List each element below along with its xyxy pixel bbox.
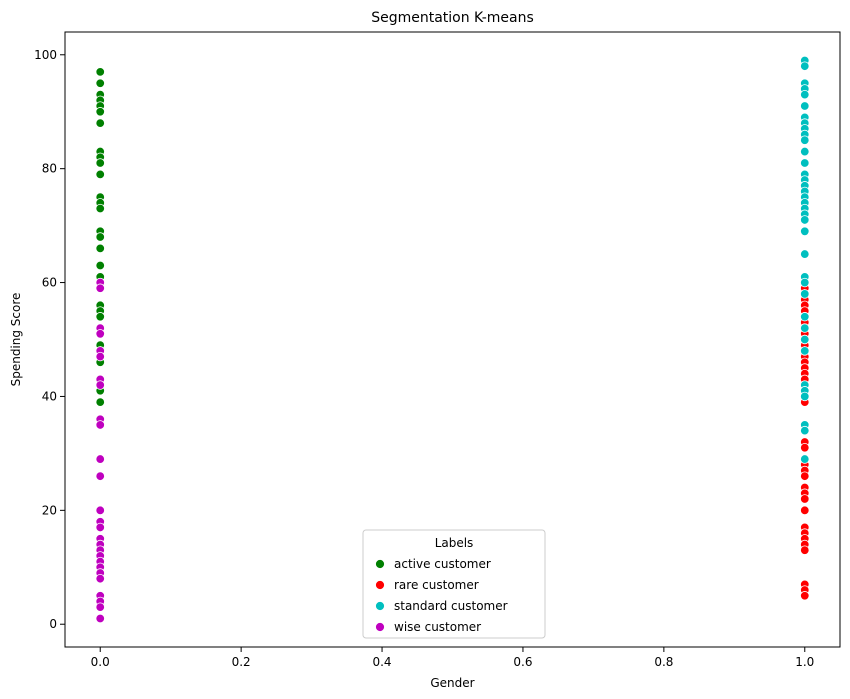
legend-marker-active-customer [375, 559, 385, 569]
data-point-rare-customer-25 [800, 471, 810, 481]
data-point-wise-customer-22 [95, 573, 105, 584]
legend-title: Labels [435, 536, 474, 550]
data-point-wise-customer-26 [95, 613, 105, 624]
y-axis-label: Spending Score [9, 293, 23, 387]
data-point-wise-customer-25 [95, 602, 105, 612]
data-point-active-customer-15 [95, 232, 105, 242]
data-point-standard-customer-30 [800, 346, 810, 356]
y-tick-label-2: 40 [42, 389, 57, 403]
legend-marker-wise-customer [375, 622, 385, 632]
data-point-standard-customer-25 [800, 277, 810, 288]
data-point-wise-customer-10 [95, 454, 105, 464]
y-tick-label-0: 0 [49, 617, 57, 631]
data-point-rare-customer-37 [800, 591, 810, 601]
x-axis-label: Gender [430, 676, 474, 690]
chart-title: Segmentation K-means [371, 10, 534, 26]
data-point-standard-customer-11 [800, 146, 810, 157]
data-point-active-customer-22 [95, 312, 105, 322]
x-axis-ticks: 0.0 0.2 0.4 0.6 0.8 1.0 [91, 647, 814, 669]
legend-label-wise-customer: wise customer [394, 620, 481, 634]
data-points [95, 55, 810, 624]
data-point-wise-customer-11 [95, 471, 105, 481]
data-point-rare-customer-29 [800, 505, 810, 516]
legend-label-rare-customer: rare customer [394, 578, 479, 592]
data-point-active-customer-13 [95, 203, 105, 214]
legend-label-standard-customer: standard customer [394, 599, 508, 613]
legend-marker-rare-customer [375, 580, 385, 590]
data-point-wise-customer-3 [95, 329, 105, 339]
data-point-wise-customer-14 [95, 522, 105, 533]
data-point-active-customer-9 [95, 158, 105, 168]
data-point-standard-customer-4 [800, 89, 810, 100]
data-point-rare-customer-34 [800, 545, 810, 555]
data-point-standard-customer-23 [800, 249, 810, 259]
data-point-active-customer-0 [95, 67, 105, 77]
data-point-wise-customer-1 [95, 283, 105, 293]
data-point-standard-customer-36 [800, 454, 810, 464]
x-tick-label-5: 1.0 [795, 655, 814, 669]
data-point-standard-customer-1 [800, 61, 810, 71]
data-point-active-customer-1 [95, 78, 105, 88]
data-point-standard-customer-33 [800, 391, 810, 402]
x-tick-label-0: 0.0 [91, 655, 110, 669]
data-point-standard-customer-21 [800, 215, 810, 225]
data-point-active-customer-10 [95, 169, 105, 180]
x-tick-label-2: 0.4 [372, 655, 391, 669]
legend-marker-standard-customer [375, 601, 385, 611]
x-tick-label-1: 0.2 [232, 655, 251, 669]
data-point-rare-customer-21 [800, 442, 810, 453]
legend-items: active customer rare customer standard cus… [375, 557, 508, 634]
plot-area [64, 31, 841, 648]
y-tick-label-1: 20 [42, 503, 57, 517]
legend-box [362, 529, 546, 639]
data-point-standard-customer-5 [800, 101, 810, 111]
data-point-standard-customer-29 [800, 334, 810, 345]
data-point-standard-customer-12 [800, 158, 810, 168]
data-point-wise-customer-12 [95, 505, 105, 516]
y-axis-ticks: 0 20 40 60 80 100 [34, 48, 65, 631]
x-tick-label-4: 0.8 [654, 655, 673, 669]
data-point-wise-customer-9 [95, 420, 105, 430]
y-tick-label-5: 100 [34, 48, 57, 62]
data-point-active-customer-5 [95, 107, 105, 117]
data-point-active-customer-17 [95, 260, 105, 271]
data-point-wise-customer-7 [95, 380, 105, 390]
data-point-rare-customer-28 [800, 494, 810, 504]
x-tick-label-3: 0.6 [513, 655, 532, 669]
legend: Labels active customer rare customer stand… [362, 529, 546, 639]
data-point-standard-customer-26 [800, 289, 810, 299]
legend-label-active-customer: active customer [394, 557, 491, 571]
data-point-active-customer-16 [95, 243, 105, 254]
data-point-standard-customer-10 [800, 135, 810, 145]
data-point-standard-customer-22 [800, 226, 810, 237]
y-tick-label-3: 60 [42, 276, 57, 290]
y-tick-label-4: 80 [42, 162, 57, 176]
data-point-standard-customer-27 [800, 312, 810, 322]
data-point-standard-customer-28 [800, 323, 810, 333]
data-point-standard-customer-35 [800, 425, 810, 436]
data-point-wise-customer-5 [95, 351, 105, 362]
data-point-active-customer-6 [95, 118, 105, 128]
data-point-active-customer-29 [95, 397, 105, 407]
